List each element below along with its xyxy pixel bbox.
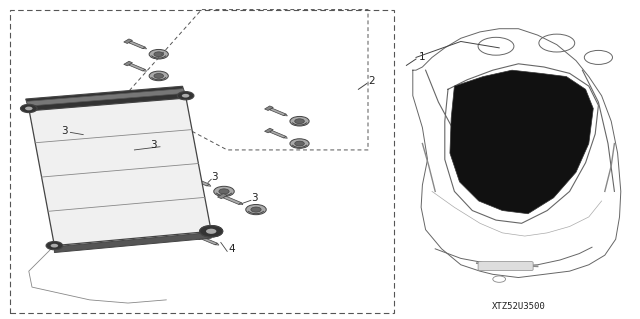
Polygon shape [129,41,145,48]
Circle shape [290,116,309,126]
Circle shape [20,104,37,113]
Circle shape [219,189,229,194]
Polygon shape [269,130,286,138]
Polygon shape [239,203,243,205]
Polygon shape [207,184,211,186]
Polygon shape [136,149,141,151]
Polygon shape [284,137,287,138]
Circle shape [149,49,168,59]
Polygon shape [115,140,125,145]
Polygon shape [284,114,287,116]
Polygon shape [269,108,286,115]
Polygon shape [26,89,185,106]
Text: 3: 3 [252,193,258,204]
Circle shape [295,119,305,124]
FancyBboxPatch shape [478,262,533,271]
Text: 3: 3 [150,140,157,150]
Circle shape [92,136,113,146]
Polygon shape [264,128,273,133]
Text: 2: 2 [368,76,374,86]
Circle shape [214,186,234,197]
Circle shape [25,107,33,110]
Text: 3: 3 [61,126,67,136]
Text: 4: 4 [228,244,235,255]
Polygon shape [450,70,593,214]
Circle shape [154,52,164,57]
Polygon shape [29,96,211,246]
Polygon shape [120,143,139,151]
Polygon shape [69,128,88,137]
Circle shape [200,226,223,237]
Text: 3: 3 [211,172,218,182]
Polygon shape [218,194,227,199]
Polygon shape [264,106,273,110]
Polygon shape [223,196,241,204]
Text: XTZ52U3500: XTZ52U3500 [492,302,545,311]
Polygon shape [191,178,209,186]
Circle shape [154,73,164,78]
Polygon shape [201,237,218,245]
Circle shape [51,244,58,248]
Polygon shape [85,135,90,137]
Circle shape [182,94,189,98]
Circle shape [200,226,223,237]
Polygon shape [129,63,145,71]
Polygon shape [143,70,147,71]
Circle shape [46,241,63,250]
Circle shape [149,71,168,81]
Circle shape [295,141,305,146]
Circle shape [246,204,266,215]
Polygon shape [186,175,195,180]
Polygon shape [196,235,205,240]
Circle shape [177,92,194,100]
Circle shape [251,207,261,212]
Polygon shape [26,86,186,111]
Polygon shape [124,39,132,43]
Polygon shape [215,243,219,245]
Circle shape [147,154,157,159]
Polygon shape [64,126,74,131]
Circle shape [290,139,309,148]
Polygon shape [54,233,211,253]
Circle shape [142,151,163,161]
Circle shape [97,139,108,144]
Bar [10,10,394,313]
Polygon shape [124,61,132,66]
Circle shape [206,229,216,234]
Text: 1: 1 [419,52,426,63]
Polygon shape [143,47,147,49]
